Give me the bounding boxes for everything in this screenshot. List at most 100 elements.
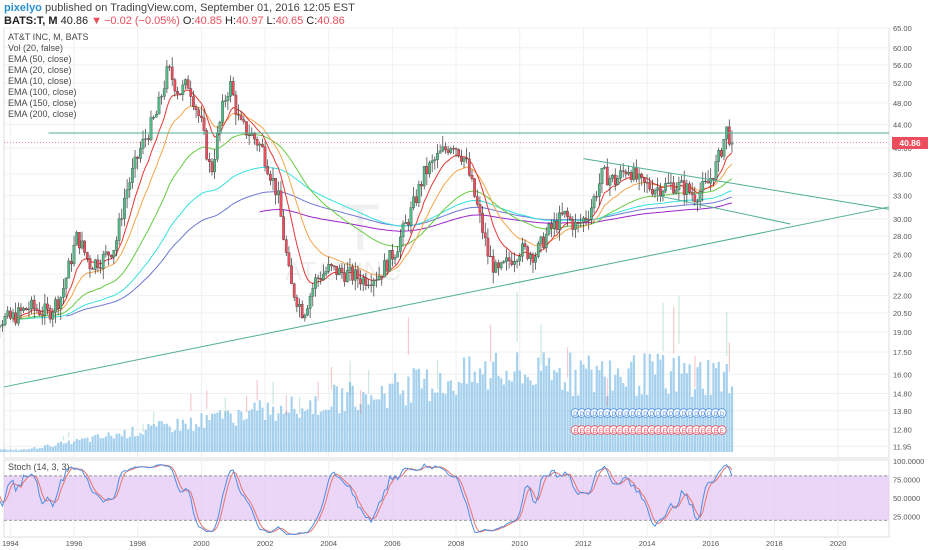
candle-body: [59, 297, 63, 309]
price-axis[interactable]: 65.0060.0056.0052.0048.0044.0040.0036.00…: [893, 24, 912, 451]
stoch-axis[interactable]: 100.0000 75.0000 50.0000 25.0000: [893, 457, 924, 521]
volume-bar: [555, 372, 559, 452]
volume-spike: [673, 306, 675, 354]
dividend-marker-letter: D: [650, 412, 655, 418]
candle-body: [696, 201, 699, 203]
year-tick-13: 2020: [830, 539, 847, 548]
watermark-logo: T: [340, 190, 380, 264]
candle-body: [327, 264, 331, 272]
legend-ema100[interactable]: EMA (100, close): [8, 87, 77, 97]
volume-bar: [277, 413, 280, 452]
volume-spike: [678, 295, 680, 344]
volume-bar: [189, 417, 192, 452]
volume-bar: [550, 380, 553, 452]
legend-ema10[interactable]: EMA (10, close): [8, 76, 72, 86]
volume-bar: [346, 392, 349, 452]
volume-bar: [664, 388, 667, 452]
volume-bar: [351, 385, 354, 452]
volume-spike: [285, 395, 287, 416]
year-tick-10: 2014: [639, 539, 656, 548]
volume-bar: [134, 436, 137, 452]
volume-bar: [468, 356, 471, 452]
candle-body: [96, 259, 100, 268]
volume-bar: [367, 404, 370, 452]
candle-body: [603, 166, 606, 169]
volume-bar: [497, 375, 500, 452]
volume-bar: [248, 410, 251, 452]
volume-bar: [526, 377, 529, 452]
drawn-lines[interactable]: [3, 132, 890, 388]
volume-bar: [290, 396, 293, 452]
candle-body: [40, 314, 44, 316]
volume-spike: [436, 359, 439, 390]
candle-body: [436, 153, 439, 160]
volume-bar: [96, 434, 100, 452]
volume-bar: [571, 395, 574, 452]
volume-bar: [701, 388, 704, 452]
dividend-marker-letter: D: [611, 412, 616, 418]
candle-body: [250, 133, 254, 136]
volume-bar: [107, 432, 110, 452]
volume-bar: [317, 414, 320, 452]
candle-body: [160, 96, 163, 98]
volume-bar: [176, 418, 179, 452]
candle-body: [558, 212, 561, 230]
candle-body: [239, 115, 243, 120]
dividend-marker-letter: D: [592, 412, 597, 418]
candle-body: [369, 284, 373, 286]
volume-bar: [338, 413, 341, 452]
volume-bar: [62, 443, 65, 452]
candle-body: [170, 66, 174, 80]
candle-body: [9, 310, 12, 319]
candle-body: [666, 182, 670, 184]
price-tick-10: 28.00: [893, 232, 912, 241]
volume-bar: [218, 410, 222, 452]
volume-spike: [694, 356, 696, 388]
stoch-legend[interactable]: Stoch (14, 3, 3): [8, 462, 70, 472]
legend-symbol[interactable]: AT&T INC, M, BATS: [8, 32, 89, 42]
legend-vol[interactable]: Vol (20, false): [8, 43, 63, 53]
legend-ema20[interactable]: EMA (20, close): [8, 65, 72, 75]
candle-body: [475, 196, 479, 205]
time-axis[interactable]: 1994 1996 1998 2000 2002 2004 2006 2008 2010 2012…: [2, 539, 846, 548]
earnings-marker[interactable]: [717, 425, 727, 435]
volume-bar: [287, 412, 291, 452]
volume-bar: [168, 426, 171, 452]
low-label: L:: [267, 15, 276, 27]
price-tick-9: 30.00: [893, 215, 912, 224]
volume-bar: [195, 424, 198, 452]
volume-bar: [516, 352, 519, 452]
legend-ema50[interactable]: EMA (50, close): [8, 54, 72, 64]
candle-body: [120, 218, 124, 220]
legend-ema150[interactable]: EMA (150, close): [8, 98, 77, 108]
dividend-marker-letter: D: [618, 412, 623, 418]
legend-ema200[interactable]: EMA (200, close): [8, 109, 77, 119]
candle-body: [502, 261, 506, 263]
volume-bar: [492, 361, 495, 452]
volume-bar: [579, 360, 582, 452]
volume-bar: [436, 392, 439, 452]
dividend-marker[interactable]: [717, 408, 727, 418]
year-tick-2: 1998: [129, 539, 146, 548]
volume-bar: [261, 407, 264, 452]
candle-body: [367, 284, 370, 286]
volume-bar: [197, 426, 200, 452]
volume-bar: [699, 362, 702, 452]
candle-body: [528, 254, 532, 259]
volume-bar: [606, 396, 609, 452]
candle-body: [165, 66, 169, 89]
volume-bar: [447, 381, 450, 452]
volume-bar: [470, 381, 474, 452]
earnings-marker-letter: E: [573, 429, 577, 435]
volume-spike: [317, 382, 319, 401]
volume-spike: [62, 435, 65, 441]
event-markers[interactable]: D E D E D E D E D E D E D E D E D E D E D E D E D E D E D E D E D E D E D E D E…: [570, 408, 727, 435]
volume-bar: [51, 447, 55, 452]
candle-body: [0, 325, 2, 328]
candle-body: [544, 233, 548, 248]
candle-body: [706, 180, 710, 184]
volume-bar: [518, 370, 521, 452]
candle-body: [444, 146, 447, 150]
volume-spike: [662, 302, 664, 352]
